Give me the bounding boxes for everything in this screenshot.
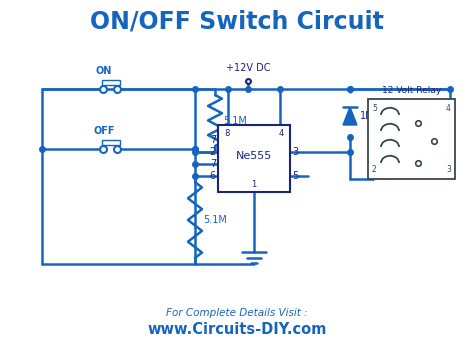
Polygon shape: [343, 107, 357, 125]
Text: www.Circuits-DIY.com: www.Circuits-DIY.com: [147, 322, 327, 337]
Text: 4: 4: [446, 104, 451, 113]
Bar: [102, 80, 120, 85]
Text: 3: 3: [446, 165, 451, 174]
Text: +12V DC: +12V DC: [226, 63, 270, 73]
Text: 1N4007: 1N4007: [360, 111, 398, 121]
Text: Ne555: Ne555: [236, 151, 272, 161]
Bar: [102, 140, 120, 145]
Text: 5.1M: 5.1M: [203, 215, 227, 225]
Text: 3: 3: [292, 147, 298, 157]
Text: 1: 1: [251, 180, 256, 189]
Text: 6: 6: [210, 171, 216, 181]
Text: 8: 8: [224, 129, 230, 138]
Text: 4: 4: [278, 129, 283, 138]
Text: 12 Volt Relay: 12 Volt Relay: [382, 86, 441, 95]
Text: 2: 2: [210, 147, 216, 157]
Text: 7: 7: [210, 135, 216, 145]
Text: OFF: OFF: [93, 126, 115, 136]
Text: 5: 5: [292, 171, 298, 181]
Text: 7: 7: [210, 159, 216, 169]
Text: 5: 5: [372, 104, 377, 113]
Bar: [218, 125, 290, 192]
Text: ON/OFF Switch Circuit: ON/OFF Switch Circuit: [90, 9, 384, 33]
Text: 5.1M: 5.1M: [223, 116, 247, 126]
Text: For Complete Details Visit :: For Complete Details Visit :: [166, 308, 308, 318]
Text: ON: ON: [96, 66, 112, 76]
Bar: [368, 99, 455, 179]
Text: 2: 2: [372, 165, 377, 174]
